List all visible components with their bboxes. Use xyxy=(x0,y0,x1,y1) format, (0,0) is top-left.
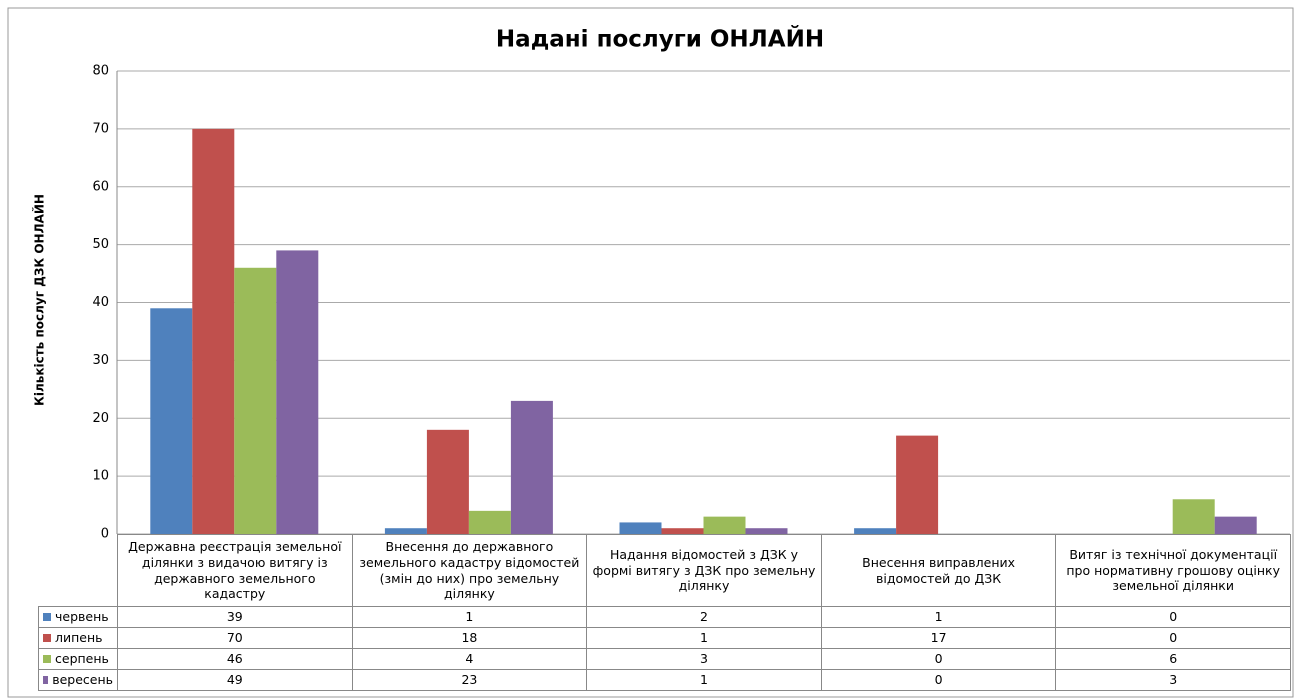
chart-border xyxy=(7,7,1294,698)
table-value: 6 xyxy=(1055,648,1291,670)
table-value: 49 xyxy=(117,669,353,691)
legend-label: червень xyxy=(55,609,109,625)
legend-entry: червень xyxy=(38,606,118,628)
y-axis-label: Кількість послуг ДЗК ОНЛАЙН xyxy=(32,194,47,406)
legend-label: серпень xyxy=(55,651,109,667)
table-value: 18 xyxy=(351,627,588,649)
bar xyxy=(426,429,469,534)
bar xyxy=(276,250,319,534)
table-value: 0 xyxy=(820,669,1057,691)
table-value: 0 xyxy=(1055,627,1291,649)
table-value: 39 xyxy=(117,606,353,628)
legend-swatch xyxy=(43,676,49,684)
category-label: Державна реєстрація земельної ділянки з … xyxy=(117,534,353,607)
table-value: 1 xyxy=(586,627,822,649)
bar xyxy=(192,128,235,534)
y-tick-label: 50 xyxy=(92,237,109,252)
bar xyxy=(234,267,277,534)
table-value: 1 xyxy=(351,606,588,628)
table-value: 3 xyxy=(1055,669,1291,691)
y-tick-label: 80 xyxy=(92,64,109,79)
bar xyxy=(619,522,662,534)
bar xyxy=(745,528,788,534)
bar xyxy=(1172,499,1215,534)
table-value: 0 xyxy=(820,648,1057,670)
legend-label: вересень xyxy=(52,672,113,688)
chart-title: Надані послуги ОНЛАЙН xyxy=(496,25,824,53)
bar xyxy=(854,528,897,534)
table-value: 17 xyxy=(820,627,1057,649)
bar xyxy=(510,400,553,534)
y-tick-label: 20 xyxy=(92,411,109,426)
legend-swatch xyxy=(43,613,51,621)
table-value: 4 xyxy=(351,648,588,670)
category-label: Внесення виправлених відомостей до ДЗК xyxy=(820,534,1057,607)
bar xyxy=(1214,516,1257,534)
bar xyxy=(384,528,427,534)
table-value: 46 xyxy=(117,648,353,670)
legend-entry: липень xyxy=(38,627,118,649)
table-value: 3 xyxy=(586,648,822,670)
table-value: 0 xyxy=(1055,606,1291,628)
table-value: 2 xyxy=(586,606,822,628)
y-tick-label: 30 xyxy=(92,353,109,368)
table-value: 23 xyxy=(351,669,588,691)
y-tick-label: 60 xyxy=(92,179,109,194)
table-value: 1 xyxy=(820,606,1057,628)
legend-swatch xyxy=(43,634,51,642)
bar xyxy=(703,516,746,534)
bar xyxy=(468,510,511,534)
y-tick-label: 70 xyxy=(92,121,109,136)
category-label: Внесення до державного земельного кадаст… xyxy=(351,534,588,607)
category-label: Надання відомостей з ДЗК у формі витягу … xyxy=(586,534,822,607)
legend-swatch xyxy=(43,655,51,663)
legend-entry: вересень xyxy=(38,669,118,691)
table-value: 70 xyxy=(117,627,353,649)
bar xyxy=(661,528,704,534)
category-label: Витяг із технічної документації про норм… xyxy=(1055,534,1291,607)
y-tick-label: 10 xyxy=(92,469,109,484)
legend-label: липень xyxy=(55,630,103,646)
legend-entry: серпень xyxy=(38,648,118,670)
y-tick-label: 0 xyxy=(101,527,109,542)
y-tick-label: 40 xyxy=(92,295,109,310)
table-value: 1 xyxy=(586,669,822,691)
bar xyxy=(896,435,939,534)
bar xyxy=(150,308,193,534)
